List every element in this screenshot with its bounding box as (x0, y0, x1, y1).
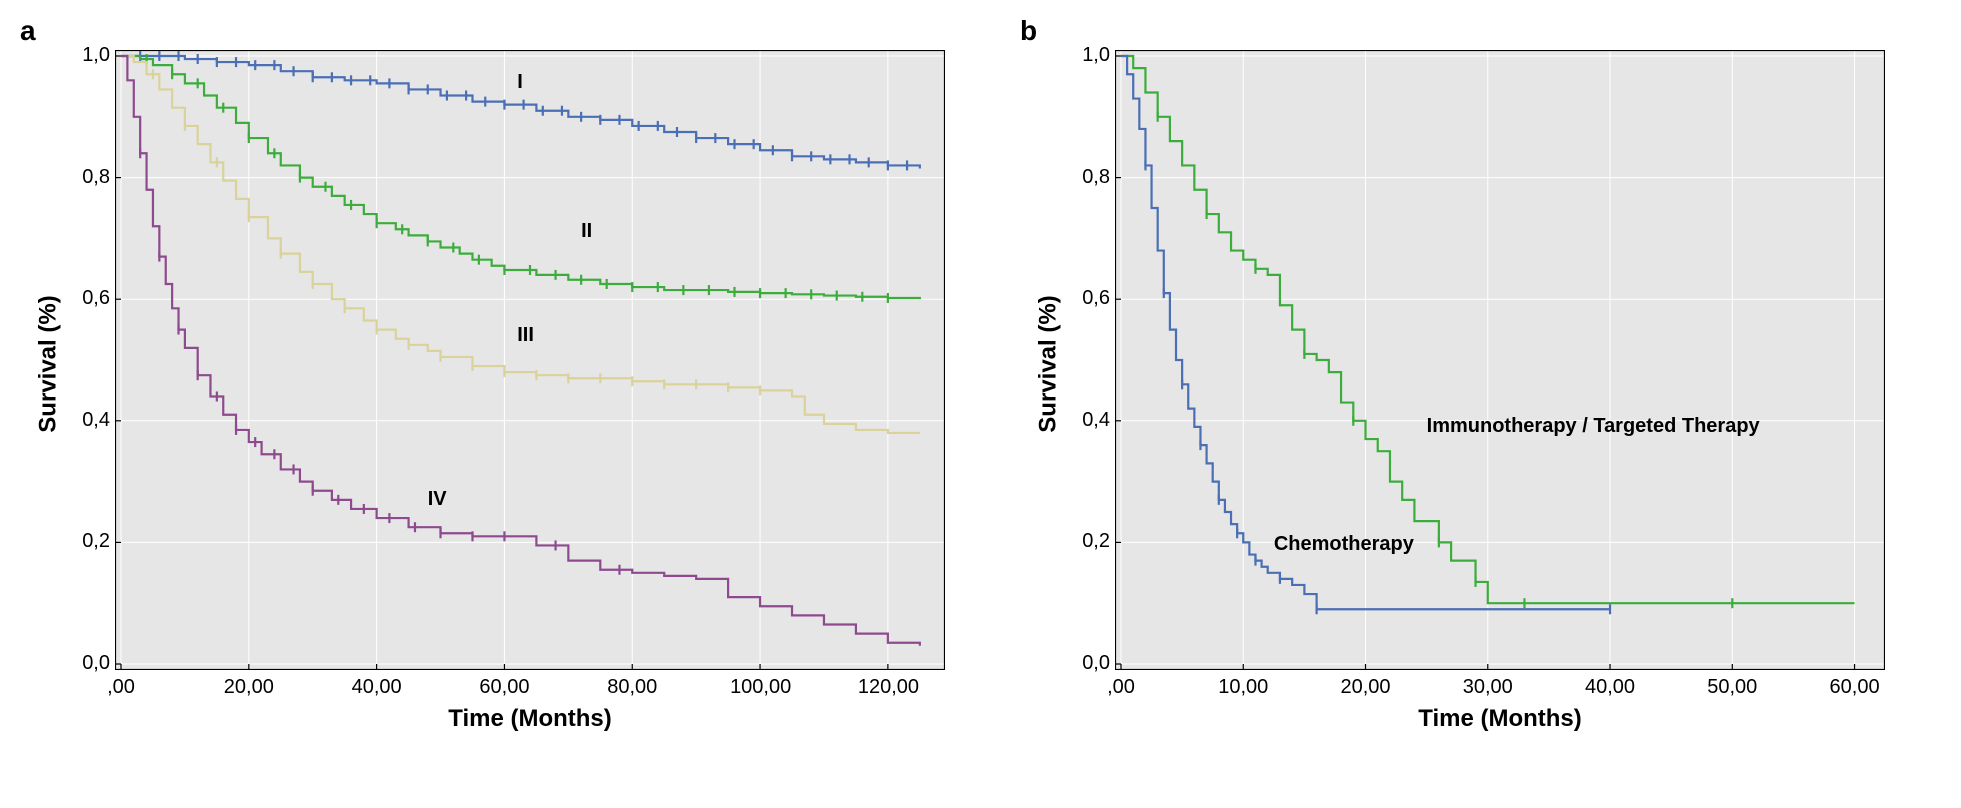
ytick-label: 0,0 (70, 652, 110, 675)
figure-container: a Survival (%) ,0020,0040,0060,0080,0010… (20, 20, 1940, 733)
ytick-label: 0,2 (70, 530, 110, 553)
panel-a-plot (115, 50, 945, 670)
ytick-label: 0,8 (1070, 166, 1110, 189)
xtick-label: 20,00 (1336, 676, 1396, 699)
ytick-label: 0,4 (70, 409, 110, 432)
xtick-label: 80,00 (602, 676, 662, 699)
ytick-label: 0,0 (1070, 652, 1110, 675)
curve-label-I: I (517, 71, 523, 94)
xtick-label: 50,00 (1702, 676, 1762, 699)
ytick-label: 0,2 (1070, 530, 1110, 553)
xtick-label: 10,00 (1213, 676, 1273, 699)
panel-b-xlabel: Time (Months) (1115, 705, 1885, 733)
panel-b-plot (1115, 50, 1885, 670)
panel-a-label: a (20, 15, 36, 47)
xtick-label: 30,00 (1458, 676, 1518, 699)
panel-b-svg (1115, 50, 1885, 670)
xtick-label: 40,00 (1580, 676, 1640, 699)
xtick-label: 100,00 (730, 676, 790, 699)
ytick-label: 1,0 (70, 44, 110, 67)
ytick-label: 0,8 (70, 166, 110, 189)
panel-a-xlabel: Time (Months) (115, 705, 945, 733)
curve-label-IV: IV (428, 488, 447, 511)
ytick-label: 1,0 (1070, 44, 1110, 67)
panel-a-svg (115, 50, 945, 670)
ytick-label: 0,6 (1070, 287, 1110, 310)
xtick-label: 60,00 (1825, 676, 1885, 699)
xtick-label: 120,00 (858, 676, 918, 699)
ytick-label: 0,6 (70, 287, 110, 310)
panel-b-ylabel: Survival (%) (1035, 295, 1063, 432)
panel-a: a Survival (%) ,0020,0040,0060,0080,0010… (20, 20, 980, 733)
curve-label-III: III (517, 324, 534, 347)
panel-a-ylabel: Survival (%) (35, 295, 63, 432)
xtick-label: ,00 (91, 676, 151, 699)
curve-label-immuno: Immunotherapy / Targeted Therapy (1427, 415, 1760, 438)
curve-label-chemo: Chemotherapy (1274, 533, 1414, 556)
ytick-label: 0,4 (1070, 409, 1110, 432)
panel-b-label: b (1020, 15, 1037, 47)
curve-label-II: II (581, 220, 592, 243)
xtick-label: 60,00 (474, 676, 534, 699)
xtick-label: 40,00 (347, 676, 407, 699)
xtick-label: 20,00 (219, 676, 279, 699)
panel-b: b Survival (%) ,0010,0020,0030,0040,0050… (1020, 20, 1920, 733)
xtick-label: ,00 (1091, 676, 1151, 699)
